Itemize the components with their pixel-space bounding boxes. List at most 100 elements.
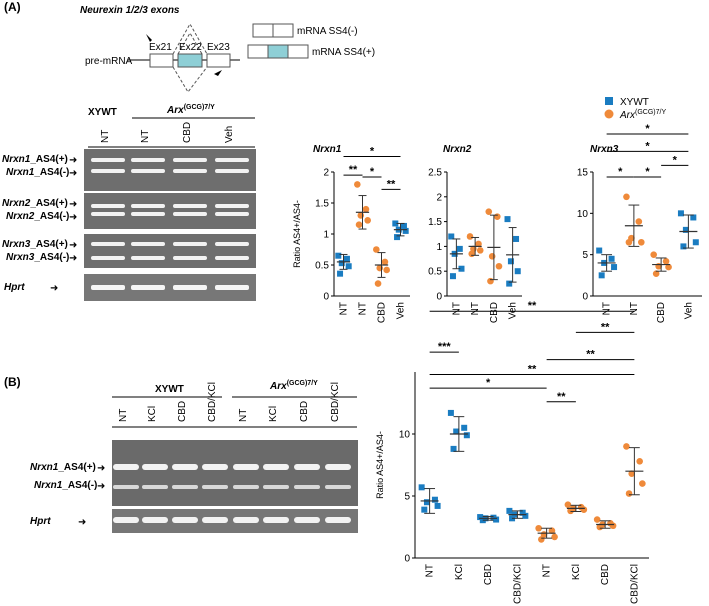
data-point bbox=[487, 277, 494, 285]
gel-band bbox=[91, 242, 125, 246]
data-point bbox=[519, 509, 526, 516]
data-point bbox=[538, 536, 545, 543]
arrow-icon: ➜ bbox=[69, 240, 77, 251]
band-label: Nrxn3_AS4(+) bbox=[2, 239, 68, 250]
data-point bbox=[450, 445, 457, 452]
y-tick-label: 5 bbox=[404, 492, 410, 503]
gel-band bbox=[294, 485, 320, 489]
exon-label: Ex22 bbox=[179, 42, 202, 53]
lane-label: CBD/KCl bbox=[330, 382, 341, 422]
data-point bbox=[374, 280, 382, 287]
data-point bbox=[381, 258, 389, 266]
data-point bbox=[507, 258, 514, 265]
gel-band bbox=[215, 158, 249, 162]
exon-label: Ex21 bbox=[149, 42, 172, 53]
x-tick-label: CBD bbox=[600, 564, 611, 585]
gel-band bbox=[202, 485, 228, 489]
lane-label: CBD bbox=[177, 401, 188, 422]
y-tick-label: 1.5 bbox=[428, 217, 442, 228]
y-tick-label: 0 bbox=[436, 292, 442, 303]
x-tick-label: CBD bbox=[489, 302, 500, 323]
gel-band bbox=[142, 464, 168, 470]
gel-b-hprt-label: Hprt bbox=[30, 516, 51, 527]
gel-a-group-arx: Arx(GCG)7/Y bbox=[166, 104, 215, 116]
x-tick-label: CBD bbox=[483, 564, 494, 585]
gel-b-lane-labels: NT KCl CBD CBD/KCl NT KCl CBD CBD/KCl bbox=[118, 382, 341, 422]
data-point bbox=[493, 213, 501, 220]
gel-band bbox=[263, 464, 289, 470]
x-tick-label: Veh bbox=[683, 302, 694, 319]
gel-band bbox=[131, 204, 165, 208]
gel-band bbox=[173, 158, 207, 162]
lane-label: CBD bbox=[299, 401, 310, 422]
gel-band bbox=[113, 517, 139, 523]
arrow-icon: ➜ bbox=[97, 463, 105, 474]
x-tick-label: CBD bbox=[377, 302, 388, 323]
significance-label: * bbox=[645, 123, 650, 135]
gel-band bbox=[325, 464, 351, 470]
arrow-icon: ➜ bbox=[50, 283, 58, 294]
data-point bbox=[495, 262, 503, 270]
arrow-icon: ➜ bbox=[69, 155, 77, 166]
significance-label: ** bbox=[528, 300, 537, 312]
data-point bbox=[623, 443, 630, 450]
gel-b-band-labels: Nrxn1_AS4(+) ➜Nrxn1_AS4(-) ➜ bbox=[30, 462, 105, 492]
data-point bbox=[337, 270, 344, 277]
data-point bbox=[431, 496, 438, 503]
y-axis-label: Ratio AS4+/AS4- bbox=[375, 431, 385, 499]
lane-label: NT bbox=[100, 130, 111, 143]
data-point bbox=[608, 255, 615, 262]
gel-band bbox=[215, 169, 249, 173]
data-point bbox=[567, 507, 574, 515]
data-point bbox=[458, 265, 465, 272]
chart-title: Nrxn1 bbox=[313, 144, 342, 155]
forward-primer-icon bbox=[146, 34, 152, 42]
lane-label: NT bbox=[118, 409, 129, 422]
data-point bbox=[355, 221, 363, 228]
gel-band bbox=[91, 158, 125, 162]
data-point bbox=[447, 409, 454, 416]
data-point bbox=[423, 499, 430, 506]
y-tick-label: 0 bbox=[404, 554, 410, 565]
lane-label: CBD bbox=[182, 122, 193, 143]
gel-band bbox=[233, 485, 259, 489]
x-tick-label: CBD/KCl bbox=[629, 564, 640, 604]
data-point bbox=[639, 480, 646, 487]
chart-title: Nrxn3 bbox=[590, 144, 619, 155]
data-point bbox=[598, 272, 605, 279]
data-point bbox=[463, 432, 470, 439]
gel-b-image bbox=[112, 440, 358, 533]
gel-band bbox=[131, 285, 165, 290]
band-label: Nrxn1_AS4(+) bbox=[2, 154, 68, 165]
data-point bbox=[609, 522, 617, 530]
significance-label: * bbox=[645, 140, 650, 152]
data-point bbox=[625, 238, 633, 246]
data-point bbox=[400, 222, 407, 229]
y-tick-label: 10 bbox=[399, 430, 411, 441]
data-point bbox=[636, 457, 643, 465]
legend-arx-marker bbox=[604, 109, 614, 119]
gel-band bbox=[215, 256, 249, 260]
gel-band bbox=[91, 285, 125, 290]
gel-band bbox=[173, 169, 207, 173]
significance-label: ** bbox=[586, 349, 595, 361]
legend-arx-label: Arx(GCG)7/Y bbox=[619, 109, 666, 121]
data-point bbox=[513, 235, 520, 242]
gel-band bbox=[91, 212, 125, 216]
chart-1: 0 0.5 1 1.5 2 NT NT CBD Veh Nrxn1 Ratio AS4+/AS4- *… bbox=[292, 144, 410, 323]
data-point bbox=[477, 514, 484, 521]
arrow-icon: ➜ bbox=[69, 253, 77, 264]
lane-label: KCl bbox=[147, 406, 158, 422]
gel-b-group-wt: XYWT bbox=[155, 384, 184, 395]
data-point bbox=[652, 270, 660, 277]
x-tick-label: KCl bbox=[454, 564, 465, 580]
x-tick-label: NT bbox=[470, 302, 481, 315]
data-point bbox=[692, 239, 699, 246]
x-tick-label: NT bbox=[451, 302, 462, 315]
data-point bbox=[628, 470, 636, 477]
y-tick-label: 2 bbox=[436, 192, 442, 203]
data-point bbox=[461, 424, 468, 431]
arrow-icon: ➜ bbox=[97, 481, 105, 492]
gel-band bbox=[263, 485, 289, 489]
gel-band bbox=[233, 517, 259, 523]
